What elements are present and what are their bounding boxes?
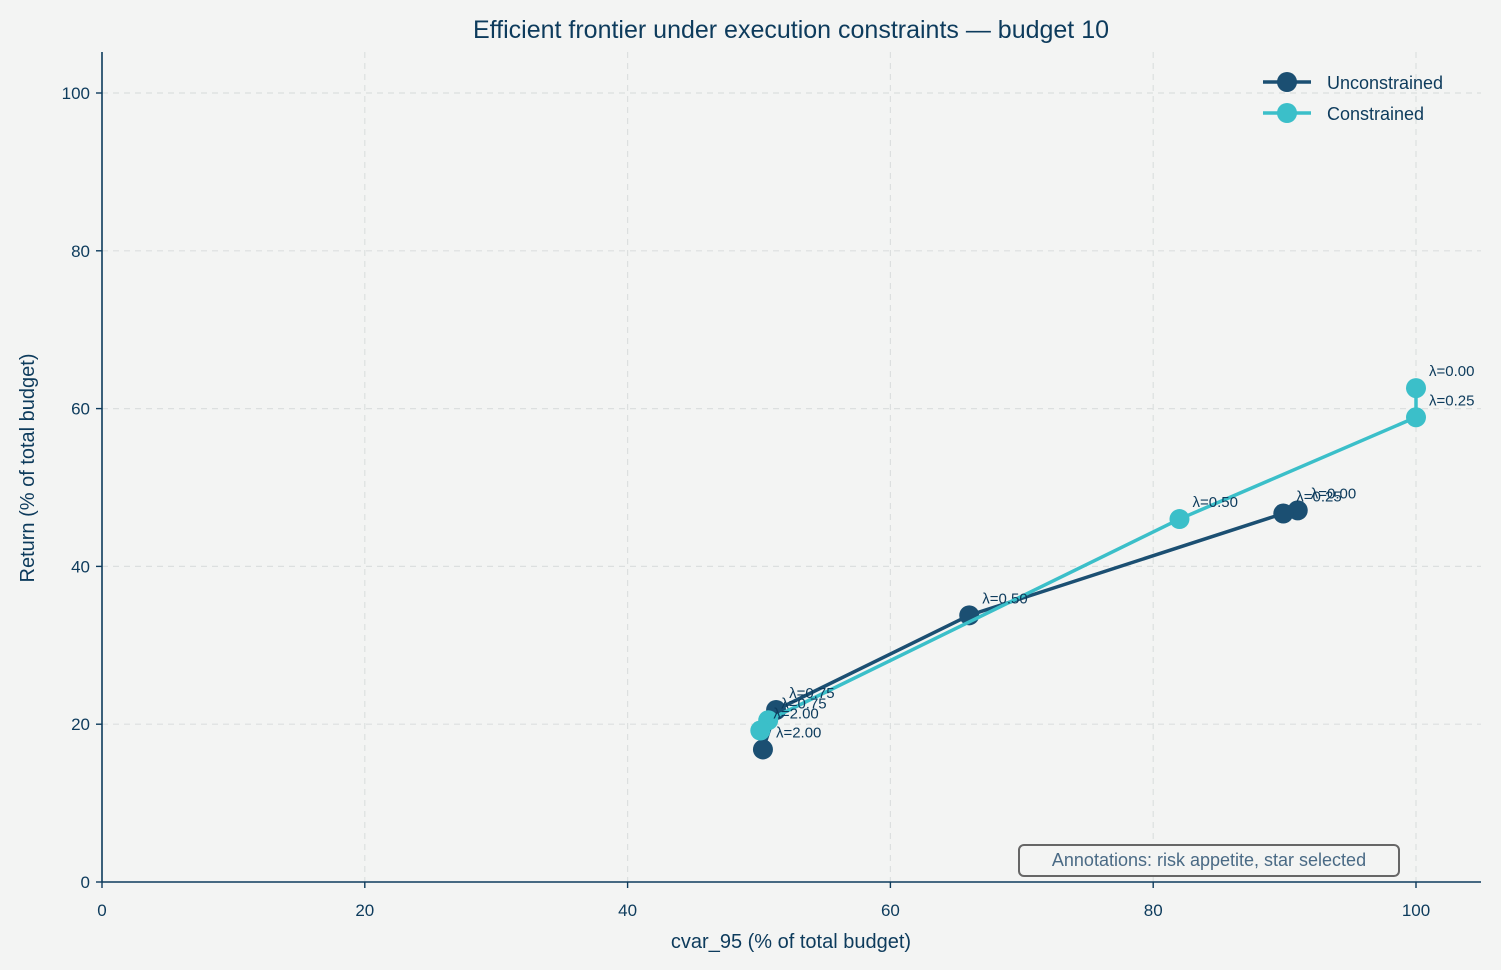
- legend-marker-unconstrained: [1277, 72, 1297, 92]
- y-tick-label: 80: [71, 242, 90, 261]
- legend-label-unconstrained: Unconstrained: [1327, 73, 1443, 93]
- point-label-constrained: λ=0.25: [1429, 392, 1474, 409]
- annotation-frame: [1018, 844, 1400, 877]
- point-label-constrained: λ=2.00: [773, 706, 818, 723]
- grid: [102, 52, 1481, 882]
- annotation-box: Annotations: risk appetite, star selecte…: [1018, 844, 1400, 877]
- x-tick-label: 20: [355, 901, 374, 920]
- point-label-constrained: λ=0.00: [1429, 363, 1474, 380]
- legend: Unconstrained Constrained: [1263, 72, 1443, 124]
- data-point-unconstrained: [752, 739, 773, 760]
- point-label-unconstrained: λ=0.50: [982, 590, 1027, 607]
- series-layer: [750, 378, 1426, 760]
- data-point-constrained: [750, 720, 771, 741]
- y-axis-label: Return (% of total budget): [17, 353, 39, 582]
- data-point-constrained: [1406, 378, 1426, 399]
- x-tick-label: 100: [1402, 901, 1430, 920]
- series-line-unconstrained: [761, 508, 1299, 751]
- y-tick-label: 0: [81, 873, 90, 892]
- point-label-unconstrained: λ=0.75: [789, 685, 834, 702]
- data-point-unconstrained: [1273, 503, 1294, 524]
- data-point-constrained: [1406, 407, 1426, 428]
- point-label-unconstrained: λ=0.25: [1296, 489, 1341, 506]
- legend-label-constrained: Constrained: [1327, 104, 1424, 124]
- point-label-unconstrained: λ=0.00: [1311, 485, 1356, 502]
- y-tick-label: 40: [71, 557, 90, 576]
- point-labels: λ=0.00λ=0.25λ=0.50λ=0.75λ=2.00λ=0.00λ=0.…: [773, 363, 1474, 741]
- x-tick-label: 40: [618, 901, 637, 920]
- y-tick-label: 20: [71, 715, 90, 734]
- chart-title: Efficient frontier under execution const…: [473, 16, 1109, 44]
- point-label-constrained: λ=0.75: [781, 695, 826, 712]
- x-tick-label: 60: [881, 901, 900, 920]
- y-tick-label: 100: [62, 84, 90, 103]
- x-tick-label: 0: [97, 901, 106, 920]
- y-tick-label: 60: [71, 400, 90, 419]
- data-point-constrained: [1169, 509, 1190, 530]
- legend-marker-constrained: [1277, 103, 1297, 123]
- annotation-text: Annotations: risk appetite, star selecte…: [1052, 850, 1366, 870]
- series-line-constrained: [758, 388, 1418, 732]
- axes: 0 20 40 60 80 100 0 20 40 60 80 100: [62, 52, 1481, 920]
- point-label-constrained: λ=0.50: [1192, 494, 1237, 511]
- point-label-unconstrained: λ=2.00: [776, 724, 821, 741]
- x-tick-label: 80: [1144, 901, 1163, 920]
- x-axis-label: cvar_95 (% of total budget): [671, 931, 911, 953]
